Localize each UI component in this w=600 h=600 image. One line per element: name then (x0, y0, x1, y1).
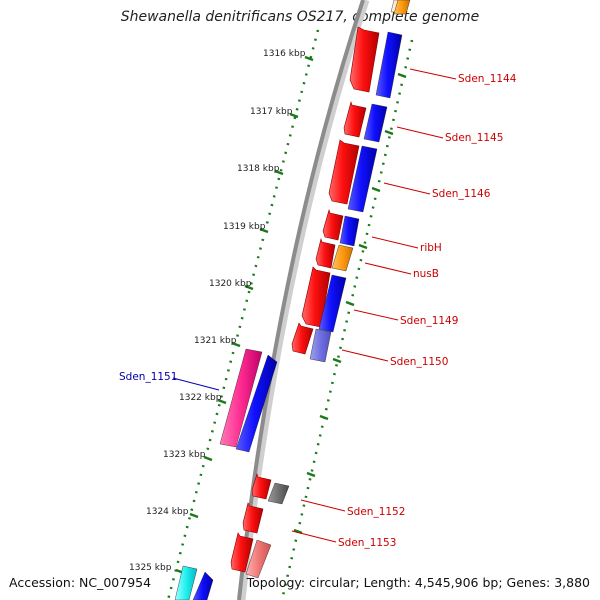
gene-label: Sden_1146 (432, 188, 491, 200)
gene-arrow (363, 103, 388, 143)
gene-arrow (375, 31, 403, 99)
gene-arrow (318, 274, 347, 333)
tick-label: 1321 kbp (194, 336, 237, 346)
tick-label: 1316 kbp (263, 49, 306, 59)
gene-arrow (230, 532, 254, 573)
gene-label: nusB (413, 268, 439, 280)
tick-marks-right (293, 72, 407, 535)
gene-arrow (219, 348, 263, 448)
gene-arrow (349, 26, 380, 93)
gene-arrow (267, 482, 290, 505)
label-leaders (172, 68, 457, 543)
gene-arrow (328, 139, 360, 205)
gene-arrow (245, 539, 272, 579)
tick-marks-left (175, 55, 314, 575)
tick-label: 1324 kbp (146, 507, 189, 517)
tick-label: 1322 kbp (179, 393, 222, 403)
gene-label: ribH (420, 242, 442, 254)
tick-label: 1319 kbp (223, 222, 266, 232)
tick-label: 1317 kbp (250, 107, 293, 117)
gene-arrow (235, 354, 278, 453)
accession-label: Accession: NC_007954 (9, 575, 152, 590)
genome-title: Shewanella denitrificans OS217, complete… (120, 9, 480, 25)
tick-label: 1323 kbp (163, 450, 206, 460)
gene-label: Sden_1145 (445, 132, 503, 144)
gene-label: Sden_1150 (390, 356, 448, 368)
gene-arrow (242, 502, 264, 534)
gene-label: Sden_1151 (119, 371, 177, 383)
gene-arrow (291, 322, 314, 355)
gene-arrow (331, 244, 354, 272)
gene-arrow (343, 100, 367, 138)
gene-label: Sden_1144 (458, 73, 517, 85)
gene-arrow (315, 237, 336, 269)
gene-arrows-second (174, 0, 411, 600)
backbone (237, 0, 365, 600)
tick-label: 1320 kbp (209, 279, 252, 289)
gene-arrow (309, 328, 332, 363)
gene-arrow (339, 215, 360, 247)
gene-arrow (347, 145, 378, 213)
gene-arrow (192, 571, 214, 600)
tick-label: 1325 kbp (129, 563, 172, 573)
gene-label: Sden_1149 (400, 315, 458, 327)
tick-label: 1318 kbp (237, 164, 280, 174)
gene-arrows-red (230, 26, 380, 573)
gene-arrow (393, 0, 411, 15)
gene-arrow (251, 473, 272, 500)
gene-arrow (322, 208, 344, 241)
gene-label: Sden_1153 (338, 537, 396, 549)
genome-summary: Topology: circular; Length: 4,545,906 bp… (246, 575, 590, 590)
gene-arrow (174, 565, 198, 600)
gene-label: Sden_1152 (347, 506, 405, 518)
